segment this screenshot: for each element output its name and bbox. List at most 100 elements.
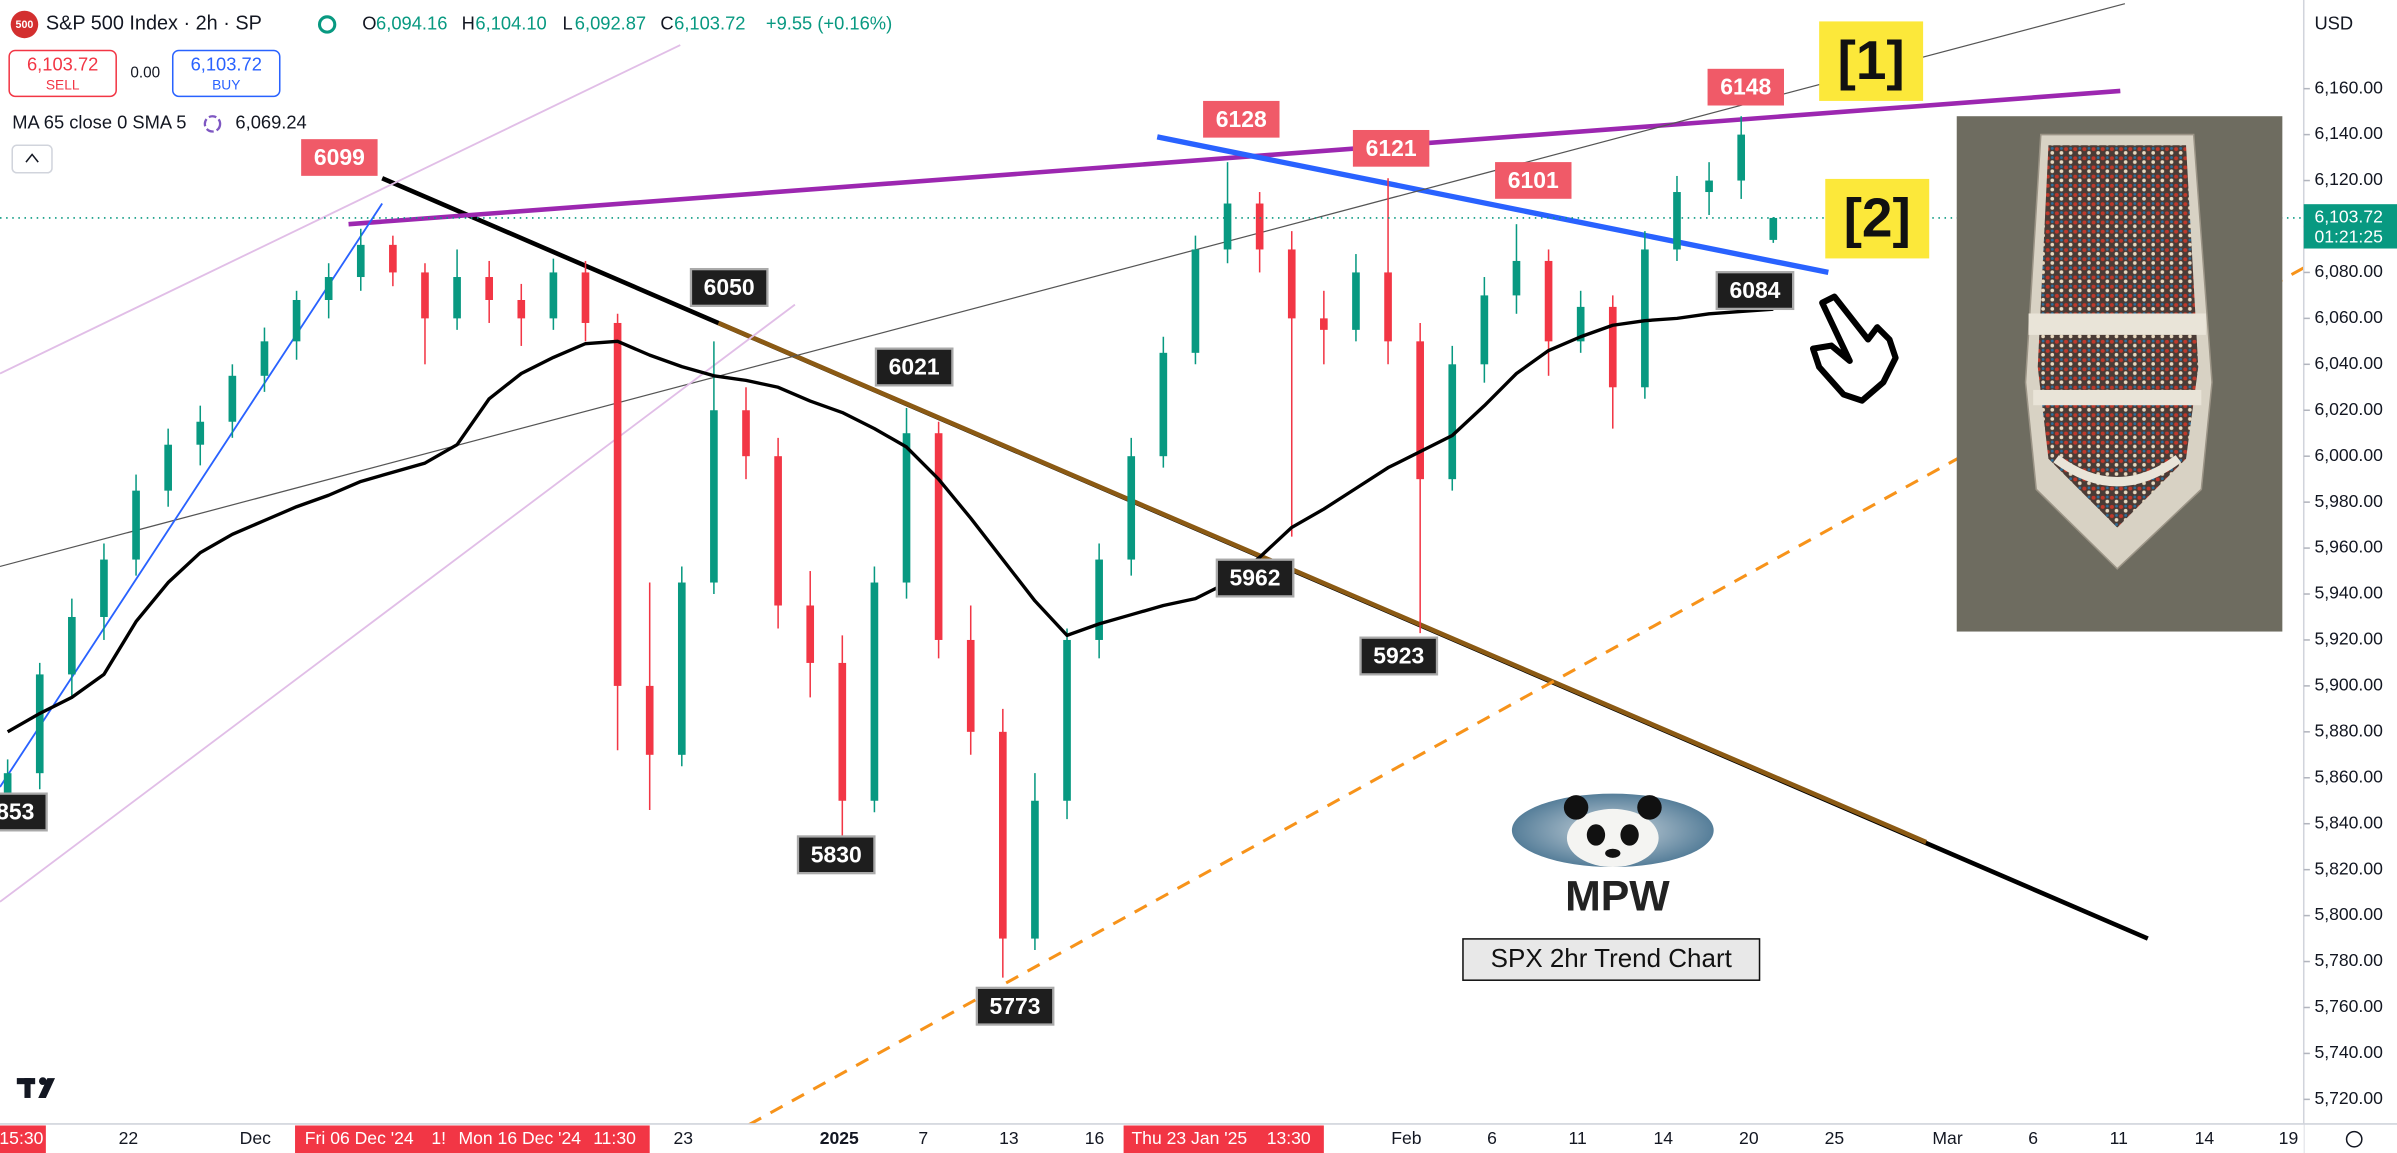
- candle-body: [774, 456, 782, 606]
- candle-body: [1544, 260, 1553, 342]
- symbol-logo-text: 500: [16, 19, 34, 31]
- x-tick-label: 14: [1653, 1128, 1673, 1148]
- x-tick-label: 6: [1487, 1128, 1497, 1148]
- candle-body: [806, 605, 815, 663]
- tag-label: [1]: [1837, 29, 1904, 91]
- x-tick-label: 1!: [431, 1128, 446, 1148]
- candle-body: [1352, 272, 1360, 330]
- x-tick-label: 16: [1085, 1128, 1105, 1148]
- price-tag: [2303, 204, 2397, 249]
- annotation-box: [796, 835, 876, 875]
- trend-line: [0, 203, 383, 788]
- x-tick-label: 14: [2195, 1128, 2215, 1148]
- candle-body: [68, 616, 76, 675]
- candle-body: [356, 244, 365, 278]
- candle-body: [389, 244, 397, 273]
- caption: SPX 2hr Trend Chart: [1491, 943, 1733, 973]
- candle-body: [1705, 180, 1713, 193]
- change: +9.55 (+0.16%): [766, 12, 892, 33]
- annotation-box: [689, 267, 769, 307]
- sell-label: SELL: [46, 77, 80, 92]
- sell-button[interactable]: [8, 49, 117, 98]
- market-status[interactable]: [317, 15, 337, 34]
- candle-body: [1063, 639, 1071, 801]
- y-tick-label: 5,940.00: [2314, 583, 2383, 603]
- buy-price: 6,103.72: [191, 54, 262, 75]
- annotation-label: 6101: [1508, 167, 1559, 193]
- candle-body: [1576, 306, 1585, 342]
- time-highlight: [295, 1125, 650, 1153]
- ohlc-value: 6,094.16: [376, 12, 447, 33]
- y-tick-label: 5,880.00: [2314, 720, 2383, 740]
- candle-body: [453, 277, 461, 319]
- candle-body: [1384, 272, 1392, 342]
- currency[interactable]: USD: [2314, 12, 2353, 33]
- x-tick-label: 13: [999, 1128, 1019, 1148]
- y-tick-label: 6,080.00: [2314, 261, 2383, 281]
- y-tick-label: 5,820.00: [2314, 858, 2383, 878]
- indicator-icon[interactable]: [203, 115, 222, 133]
- annotation-box: [1495, 162, 1572, 199]
- candle-body: [100, 559, 108, 617]
- candle-body: [292, 299, 301, 342]
- time-highlight: [0, 1125, 46, 1153]
- price-axis[interactable]: [2303, 0, 2397, 1153]
- spread: 0.00: [130, 64, 160, 81]
- candle-body: [1448, 364, 1457, 480]
- x-tick-label: 15:30: [0, 1128, 44, 1148]
- candle-body: [1416, 341, 1424, 480]
- candle-body: [517, 299, 526, 319]
- annotation-box: [1215, 558, 1295, 598]
- x-tick-label: Dec: [240, 1128, 271, 1148]
- symbol-title[interactable]: S&P 500 Index · 2h · SP: [46, 13, 262, 35]
- x-tick-label: 11:30: [593, 1128, 636, 1148]
- y-tick-label: 5,980.00: [2314, 491, 2383, 511]
- annotation-label: 6021: [889, 354, 940, 380]
- trend-line: [717, 320, 1928, 845]
- overlay: 6099 6128 6121 6101 6148 6050 6021 5962 5923 6084…: [0, 21, 1930, 1026]
- tv-logo: [16, 1077, 56, 1098]
- candle-body: [1737, 134, 1746, 181]
- annotation-box: [0, 792, 48, 832]
- x-tick-label: Fri 06 Dec '24: [305, 1128, 414, 1148]
- y-tick-label: 5,800.00: [2314, 904, 2383, 924]
- collapse-button[interactable]: [11, 144, 53, 174]
- annotation-box: [1359, 636, 1439, 676]
- y-tick-label: 5,760.00: [2314, 996, 2383, 1016]
- settings-icon[interactable]: [2345, 1130, 2363, 1148]
- candle-body: [581, 272, 590, 323]
- y-tick-label: 5,860.00: [2314, 766, 2383, 786]
- indicator-value: 6,069.24: [235, 112, 306, 133]
- collapse-icon: [25, 153, 39, 163]
- annotation-label: 5923: [1373, 643, 1424, 669]
- x-tick-label: Mon 16 Dec '24: [458, 1128, 581, 1148]
- candle-body: [1480, 295, 1489, 365]
- price-tag-label: 6,103.72: [2314, 207, 2382, 227]
- candle-body: [1095, 559, 1103, 640]
- candle-body: [902, 433, 911, 583]
- y-tick-label: 6,160.00: [2314, 77, 2383, 97]
- candle-body: [645, 685, 654, 755]
- x-tick-label: 7: [918, 1128, 928, 1148]
- y-tick-label: 6,060.00: [2314, 307, 2383, 327]
- indicator-name[interactable]: MA 65 close 0 SMA 5: [12, 112, 186, 133]
- annotation-label: 6050: [704, 274, 755, 300]
- x-tick-label: 6: [2028, 1128, 2038, 1148]
- buy-button[interactable]: [171, 49, 281, 98]
- hand-icon: [1809, 293, 1899, 404]
- panda-logo: [1511, 793, 1714, 868]
- candle-body: [966, 639, 975, 732]
- x-tick-label: 20: [1739, 1128, 1759, 1148]
- annotation-label: 6148: [1720, 74, 1771, 100]
- candle-body: [677, 582, 686, 755]
- candle-body: [1191, 249, 1200, 353]
- annotation-box: [1707, 68, 1784, 106]
- y-tick-label: 6,040.00: [2314, 353, 2383, 373]
- x-tick-label: Mar: [1932, 1128, 1962, 1148]
- buy-label: BUY: [212, 77, 240, 92]
- ohlc-value: 6,092.87: [575, 12, 646, 33]
- trend-line: [1156, 134, 1829, 276]
- candle-body: [1159, 352, 1168, 457]
